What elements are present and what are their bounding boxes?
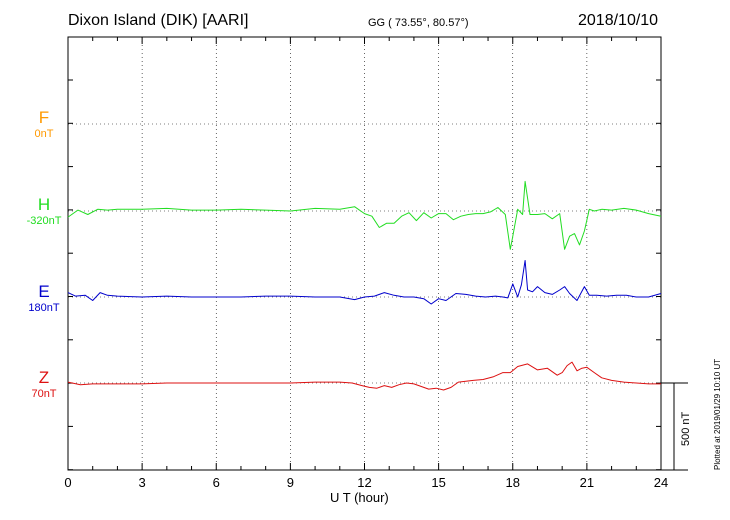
series-line-e — [67, 260, 662, 305]
series-line-h — [67, 180, 662, 250]
x-tick-label: 24 — [654, 475, 668, 490]
plotted-note: Plotted at 2019/01/29 10:10 UT — [713, 358, 722, 470]
date-label: 2018/10/10 — [578, 12, 659, 29]
x-tick-label: 9 — [287, 475, 294, 490]
grid-lines — [68, 37, 661, 470]
panel-offset: 70nT — [31, 388, 57, 400]
x-tick-label: 12 — [357, 475, 371, 490]
x-tick-label: 3 — [139, 475, 146, 490]
station-title: Dixon Island (DIK) [AARI] — [68, 12, 249, 29]
panel-name: E — [38, 282, 50, 301]
panel-name: Z — [38, 368, 50, 387]
x-tick-label: 15 — [431, 475, 445, 490]
x-tick-label: 18 — [506, 475, 520, 490]
series-line-z — [67, 361, 661, 391]
panel-offset: 0nT — [34, 128, 54, 140]
x-tick-labels: 0 3 6 9 12 15 18 21 24 — [64, 475, 668, 490]
panel-name: H — [37, 195, 51, 214]
panel-label-z: Z 70nT — [24, 368, 64, 400]
panel-offset: -320nT — [26, 215, 62, 227]
scale-label: 500 nT — [680, 411, 692, 446]
panel-offset: 180nT — [28, 302, 60, 314]
x-tick-label: 21 — [580, 475, 594, 490]
panel-label-h: H -320nT — [24, 195, 64, 227]
x-tick-label: 6 — [213, 475, 220, 490]
series-lines — [67, 180, 662, 391]
scale-bar — [661, 382, 688, 471]
panel-label-e: E 180nT — [24, 282, 64, 314]
panel-label-f: F 0nT — [24, 108, 64, 140]
x-tick-label: 0 — [64, 475, 71, 490]
x-axis-title: U T (hour) — [330, 490, 389, 505]
panel-name: F — [38, 108, 50, 127]
coordinate-label: GG ( 73.55°, 80.57°) — [368, 17, 469, 29]
